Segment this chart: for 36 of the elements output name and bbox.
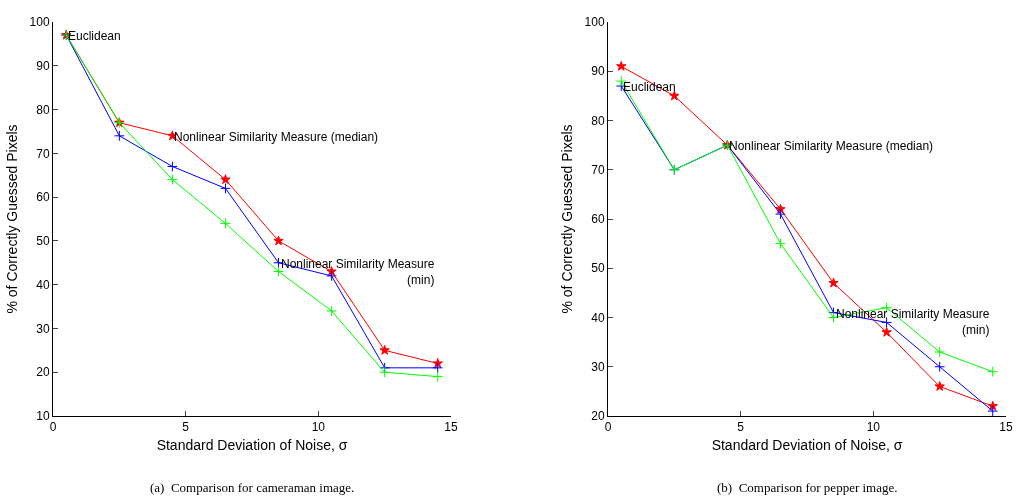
y-tick-label: 20 xyxy=(591,409,605,424)
y-tick-label: 50 xyxy=(36,234,50,249)
y-tick-label: 50 xyxy=(591,261,605,276)
y-tick-label: 100 xyxy=(584,15,605,30)
y-tick-label: 10 xyxy=(36,409,50,424)
y-tick-label: 100 xyxy=(29,15,50,30)
annotation: Nonlinear Similarity Measure (median) xyxy=(729,139,934,153)
y-tick-label: 20 xyxy=(36,365,50,380)
x-axis-title: Standard Deviation of Noise, σ xyxy=(156,436,348,453)
text: (a) Comparison for cameraman image. xyxy=(150,480,355,495)
x-tick-label: 5 xyxy=(737,420,745,435)
y-tick-label: 70 xyxy=(36,146,50,161)
x-tick-label: 0 xyxy=(49,420,57,435)
text: (b) Comparison for pepper image. xyxy=(717,480,898,495)
annotation: Nonlinear Similarity Measure (median) xyxy=(174,130,379,144)
y-tick-label: 80 xyxy=(36,102,50,117)
y-tick-label: 30 xyxy=(36,321,50,336)
x-tick-label: 15 xyxy=(999,420,1013,435)
y-tick-label: 90 xyxy=(591,64,605,79)
y-tick-label: 80 xyxy=(591,113,605,128)
y-tick-label: 40 xyxy=(591,310,605,325)
x-tick-label: 10 xyxy=(311,420,326,435)
y-tick-label: 40 xyxy=(36,277,50,292)
x-tick-label: 10 xyxy=(866,420,881,435)
annotation: Euclidean xyxy=(68,29,121,43)
x-axis-title: Standard Deviation of Noise, σ xyxy=(711,436,903,453)
y-tick-label: 90 xyxy=(36,58,50,73)
y-tick-label: 70 xyxy=(591,162,605,177)
x-tick-label: 0 xyxy=(604,420,612,435)
y-tick-label: 60 xyxy=(591,212,605,227)
y-axis-title: % of Correctly Guessed Pixels xyxy=(4,124,21,314)
x-tick-label: 15 xyxy=(444,420,458,435)
x-tick-label: 5 xyxy=(182,420,190,435)
y-tick-label: 60 xyxy=(36,190,50,205)
y-tick-label: 30 xyxy=(591,359,605,374)
y-axis-title: % of Correctly Guessed Pixels xyxy=(559,124,576,314)
